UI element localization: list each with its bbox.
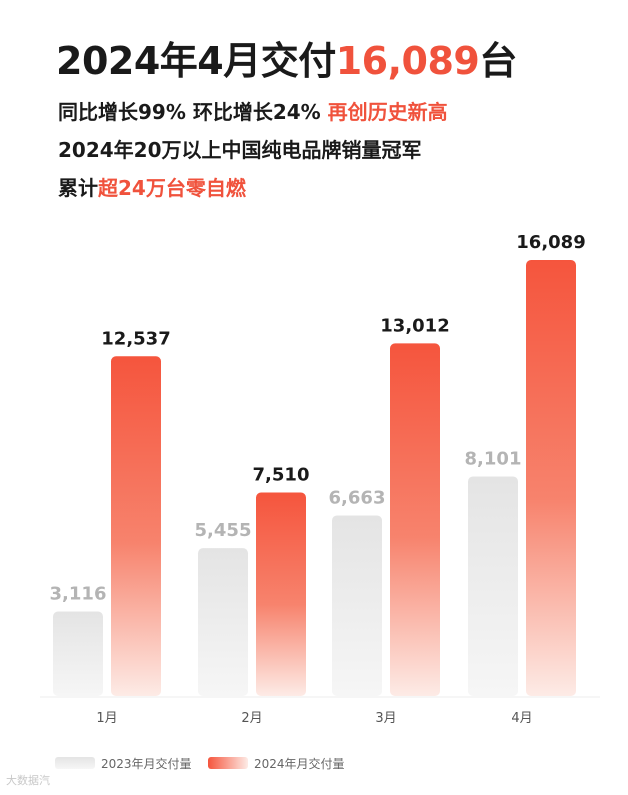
data-label-2024-1: 12,537 [101, 328, 170, 349]
x-tick-label-4: 4月 [511, 711, 532, 726]
bar-2023-4 [468, 476, 518, 696]
subline-growth-text: 同比增长99% 环比增长24% [58, 100, 328, 124]
x-tick-label-2: 2月 [241, 711, 262, 726]
data-label-2024-2: 7,510 [253, 464, 310, 485]
data-label-2023-3: 6,663 [329, 487, 386, 508]
subline-safety-highlight: 超24万台零自燃 [98, 176, 246, 200]
legend-label-2024: 2024年月交付量 [254, 756, 345, 771]
data-label-2024-3: 13,012 [380, 315, 449, 336]
legend-label-2023: 2023年月交付量 [101, 756, 192, 771]
watermark: 大数据汽 [6, 774, 50, 787]
subline-growth-highlight: 再创历史新高 [327, 100, 448, 124]
data-label-2023-2: 5,455 [195, 520, 252, 541]
bar-2023-3 [332, 515, 382, 696]
data-label-2023-1: 3,116 [50, 584, 107, 605]
subline-ranking-text: 2024年20万以上中国纯电品牌销量冠军 [58, 138, 422, 162]
subline-safety-text: 累计 [58, 176, 98, 200]
legend-swatch-2024 [208, 757, 248, 769]
subline-safety: 累计超24万台零自燃 [58, 172, 246, 201]
x-tick-label-1: 1月 [96, 711, 117, 726]
bar-2024-1 [111, 356, 161, 696]
headline-prefix: 2024年4月交付 [56, 39, 336, 83]
legend: 2023年月交付量 2024年月交付量 [55, 756, 345, 771]
data-label-2023-4: 8,101 [465, 448, 522, 469]
bar-2023-2 [198, 548, 248, 696]
subline-growth: 同比增长99% 环比增长24% 再创历史新高 [58, 96, 448, 125]
headline-suffix: 台 [479, 39, 517, 83]
x-tick-label-3: 3月 [375, 711, 396, 726]
headline-highlight: 16,089 [335, 39, 480, 83]
legend-swatch-2023 [55, 757, 95, 769]
bar-2024-3 [390, 343, 440, 696]
data-label-2024-4: 16,089 [516, 232, 585, 253]
bar-2024-4 [526, 260, 576, 696]
bar-2023-1 [53, 611, 103, 696]
subline-ranking: 2024年20万以上中国纯电品牌销量冠军 [58, 134, 422, 163]
bar-2024-2 [256, 492, 306, 696]
bars-group: 3,116 12,537 1月 5,455 7,510 2月 6,663 13,012 3月 8,… [50, 232, 586, 726]
headline: 2024年4月交付16,089台 [56, 30, 517, 85]
